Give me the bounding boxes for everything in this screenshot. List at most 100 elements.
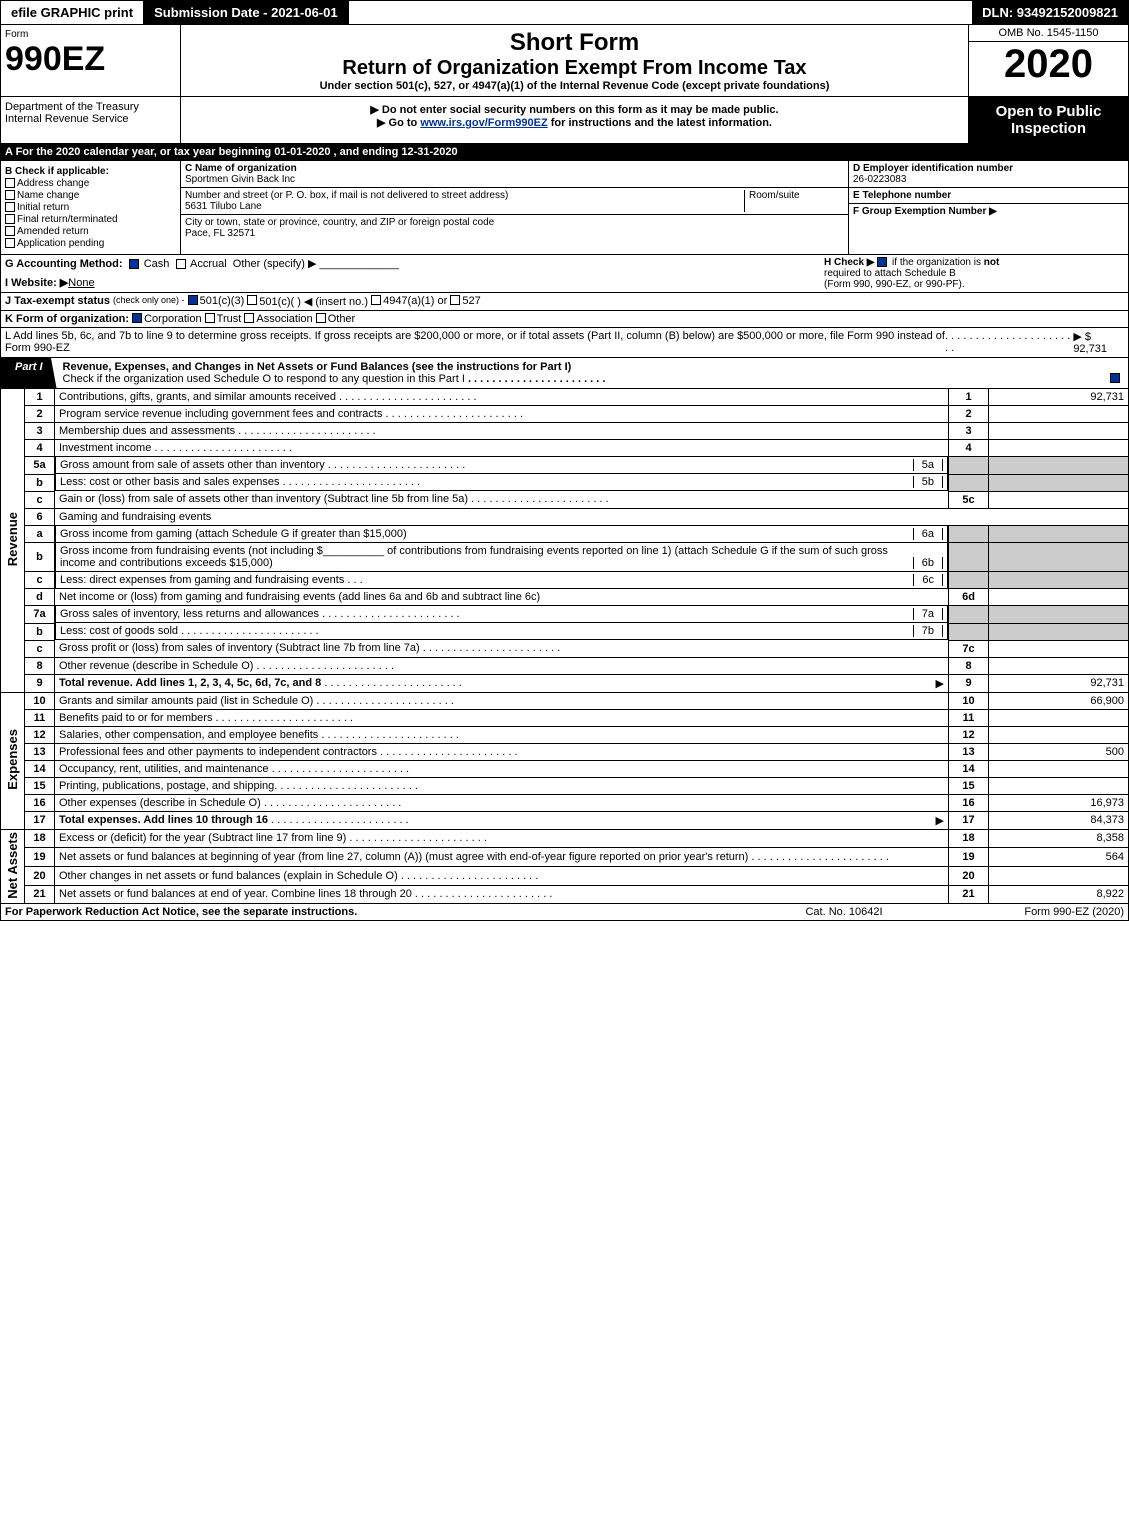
omb-year-box: OMB No. 1545-1150 2020 [968,25,1128,96]
header-row-2: Department of the Treasury Internal Reve… [0,97,1129,144]
cb-cash[interactable] [129,259,139,269]
paperwork-notice: For Paperwork Reduction Act Notice, see … [5,906,744,918]
line-11: 11Benefits paid to or for members11 [1,709,1129,726]
goto-pre: ▶ Go to [377,117,420,129]
cb-corporation[interactable] [132,313,142,323]
cb-4947[interactable] [371,295,381,305]
line-15: 15Printing, publications, postage, and s… [1,777,1129,794]
cb-527[interactable] [450,295,460,305]
part-1-header: Part I Revenue, Expenses, and Changes in… [0,358,1129,389]
dots [945,330,1073,355]
cb-other-org[interactable] [316,313,326,323]
line-9: 9Total revenue. Add lines 1, 2, 3, 4, 5c… [1,674,1129,692]
form-number-box: Form 990EZ [1,25,181,96]
short-form-title: Short Form [189,29,960,57]
line-7b: bLess: cost of goods sold7b [1,623,1129,640]
department-box: Department of the Treasury Internal Reve… [1,97,181,143]
expenses-label: Expenses [5,729,20,790]
spacer [349,1,973,24]
line-6d: dNet income or (loss) from gaming and fu… [1,589,1129,606]
goto-post: for instructions and the latest informat… [548,117,772,129]
entity-row: B Check if applicable: Address change Na… [0,161,1129,255]
org-name: Sportmen Givin Back Inc [185,174,295,185]
cb-schedule-b[interactable] [877,257,887,267]
street-value: 5631 Tilubo Lane [185,201,262,212]
line-1: Revenue1Contributions, gifts, grants, an… [1,389,1129,406]
cb-501c3[interactable] [188,295,198,305]
h-line: H Check ▶ if the organization is not req… [824,257,1124,290]
street-cell: Number and street (or P. O. box, if mail… [181,188,848,215]
f-label: F Group Exemption Number ▶ [853,206,997,217]
b-header: B Check if applicable: [5,166,176,177]
name-address-col: C Name of organization Sportmen Givin Ba… [181,161,848,254]
part-1-title: Revenue, Expenses, and Changes in Net As… [57,358,1128,388]
line-5b: bLess: cost or other basis and sales exp… [1,474,1129,491]
line-a: A For the 2020 calendar year, or tax yea… [0,144,1129,161]
street-label: Number and street (or P. O. box, if mail… [185,190,508,201]
form-label: Form [5,29,176,40]
cb-accrual[interactable] [176,259,186,269]
id-col: D Employer identification number 26-0223… [848,161,1128,254]
city-label: City or town, state or province, country… [185,217,494,228]
tax-year: 2020 [969,42,1128,87]
k-row: K Form of organization: Corporation Trus… [0,311,1129,328]
line-4: 4Investment income4 [1,440,1129,457]
g-line: G Accounting Method: Cash Accrual Other … [5,257,824,270]
line-6: 6Gaming and fundraising events [1,508,1129,525]
line-7c: cGross profit or (loss) from sales of in… [1,640,1129,657]
cb-association[interactable] [244,313,254,323]
efile-print-button[interactable]: efile GRAPHIC print [1,1,144,24]
submission-date: Submission Date - 2021-06-01 [144,1,349,24]
cb-initial-return[interactable]: Initial return [5,202,176,213]
c-name-label: C Name of organization [185,163,297,174]
line-5a: 5aGross amount from sale of assets other… [1,457,1129,475]
return-title: Return of Organization Exempt From Incom… [189,57,960,80]
line-14: 14Occupancy, rent, utilities, and mainte… [1,760,1129,777]
cb-final-return[interactable]: Final return/terminated [5,214,176,225]
line-19: 19Net assets or fund balances at beginni… [1,848,1129,867]
j-row: J Tax-exempt status (check only one) - 5… [0,293,1129,311]
line-20: 20Other changes in net assets or fund ba… [1,866,1129,885]
g-row: G Accounting Method: Cash Accrual Other … [0,255,1129,293]
line-2: 2Program service revenue including gover… [1,406,1129,423]
check-applicable-col: B Check if applicable: Address change Na… [1,161,181,254]
line-12: 12Salaries, other compensation, and empl… [1,726,1129,743]
line-10: Expenses10Grants and similar amounts pai… [1,692,1129,709]
telephone-cell: E Telephone number [849,188,1128,204]
lines-table: Revenue1Contributions, gifts, grants, an… [0,389,1129,904]
line-3: 3Membership dues and assessments3 [1,423,1129,440]
line-18: Net Assets18Excess or (deficit) for the … [1,829,1129,848]
cb-application-pending[interactable]: Application pending [5,238,176,249]
line-8: 8Other revenue (describe in Schedule O)8 [1,657,1129,674]
dln: DLN: 93492152009821 [972,1,1128,24]
cb-trust[interactable] [205,313,215,323]
l-text: L Add lines 5b, 6c, and 7b to line 9 to … [5,330,945,355]
l-amount: ▶ $ 92,731 [1073,330,1124,355]
irs-label: Internal Revenue Service [5,113,176,125]
line-7a: 7aGross sales of inventory, less returns… [1,606,1129,624]
part-1-label: Part I [1,358,57,388]
topbar: efile GRAPHIC print Submission Date - 20… [0,0,1129,25]
form-number: 990EZ [5,40,176,79]
under-section: Under section 501(c), 527, or 4947(a)(1)… [189,80,960,92]
net-assets-label: Net Assets [5,832,20,899]
d-label: D Employer identification number [853,163,1013,174]
cat-number: Cat. No. 10642I [744,906,944,918]
irs-link[interactable]: www.irs.gov/Form990EZ [420,117,547,129]
cb-501c[interactable] [247,295,257,305]
ein-cell: D Employer identification number 26-0223… [849,161,1128,188]
line-21: 21Net assets or fund balances at end of … [1,885,1129,904]
line-6b: bGross income from fundraising events (n… [1,543,1129,572]
goto-line: ▶ Go to www.irs.gov/Form990EZ for instru… [187,116,962,129]
cb-address-change[interactable]: Address change [5,178,176,189]
instructions-box: ▶ Do not enter social security numbers o… [181,97,968,143]
website-value: None [68,277,94,289]
dept-treasury: Department of the Treasury [5,101,176,113]
omb-number: OMB No. 1545-1150 [969,25,1128,42]
title-box: Short Form Return of Organization Exempt… [181,25,968,96]
city-cell: City or town, state or province, country… [181,215,848,241]
cb-name-change[interactable]: Name change [5,190,176,201]
cb-amended-return[interactable]: Amended return [5,226,176,237]
line-5c: cGain or (loss) from sale of assets othe… [1,491,1129,508]
cb-schedule-o[interactable] [1110,373,1120,383]
